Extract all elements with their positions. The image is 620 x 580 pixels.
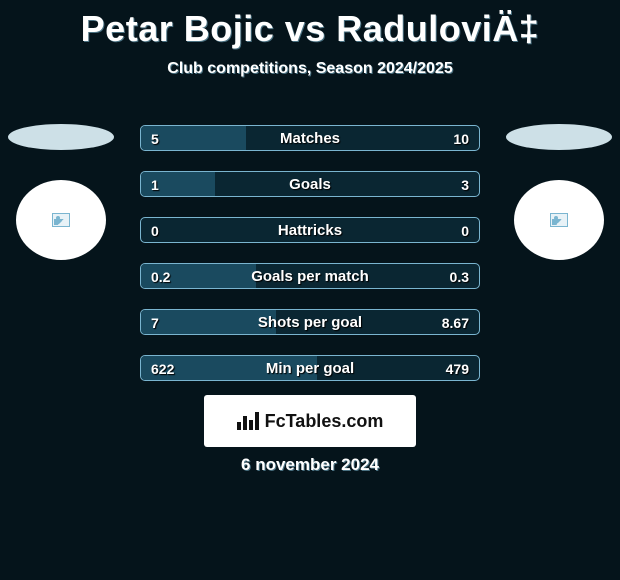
- avatar-left: [16, 180, 106, 260]
- stat-row: 5Matches10: [140, 125, 480, 151]
- stat-right-value: 479: [446, 356, 469, 381]
- image-placeholder-icon: [52, 213, 70, 227]
- stat-row: 1Goals3: [140, 171, 480, 197]
- stat-right-value: 10: [453, 126, 469, 151]
- date-line: 6 november 2024: [0, 455, 620, 475]
- stat-right-value: 0.3: [450, 264, 469, 289]
- player-right-block: [504, 120, 614, 260]
- stat-right-value: 8.67: [442, 310, 469, 335]
- stat-label: Goals per match: [141, 264, 479, 289]
- page-title: Petar Bojic vs RaduloviÄ‡: [0, 0, 620, 50]
- stat-label: Shots per goal: [141, 310, 479, 335]
- player-left-block: [6, 120, 116, 260]
- stat-label: Goals: [141, 172, 479, 197]
- stat-right-value: 0: [461, 218, 469, 243]
- subtitle: Club competitions, Season 2024/2025: [0, 60, 620, 78]
- bar-chart-icon: [237, 412, 259, 430]
- stat-row: 0.2Goals per match0.3: [140, 263, 480, 289]
- stat-right-value: 3: [461, 172, 469, 197]
- brand-text: FcTables.com: [265, 411, 384, 432]
- stat-label: Matches: [141, 126, 479, 151]
- stat-row: 622Min per goal479: [140, 355, 480, 381]
- shadow-ellipse: [506, 124, 612, 150]
- image-placeholder-icon: [550, 213, 568, 227]
- stat-row: 0Hattricks0: [140, 217, 480, 243]
- avatar-right: [514, 180, 604, 260]
- stats-bars: 5Matches10 1Goals3 0Hattricks0 0.2Goals per…: [140, 125, 480, 401]
- stat-row: 7Shots per goal8.67: [140, 309, 480, 335]
- stat-label: Min per goal: [141, 356, 479, 381]
- shadow-ellipse: [8, 124, 114, 150]
- brand-box: FcTables.com: [204, 395, 416, 447]
- stat-label: Hattricks: [141, 218, 479, 243]
